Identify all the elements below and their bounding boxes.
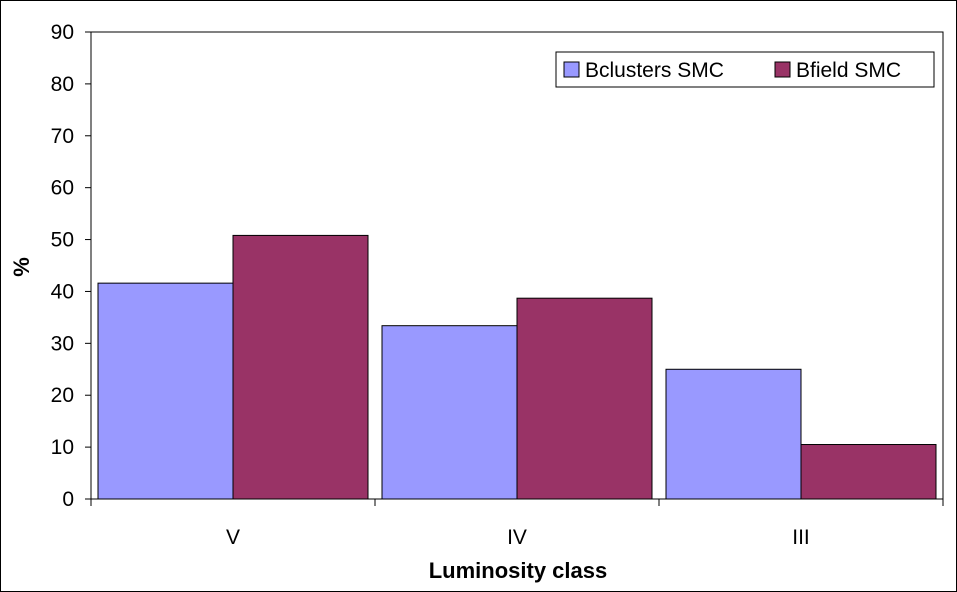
y-tick-label: 0 bbox=[62, 488, 74, 511]
legend-label-bfield: Bfield SMC bbox=[796, 59, 901, 82]
y-axis-title: % bbox=[9, 257, 34, 277]
x-axis: V IV III bbox=[90, 499, 944, 549]
bar-bclusters-iv bbox=[381, 325, 518, 500]
y-tick-label: 90 bbox=[51, 21, 74, 44]
x-axis-title: Luminosity class bbox=[429, 558, 608, 583]
bar-bclusters-iii bbox=[665, 368, 802, 500]
legend-swatch-bfield bbox=[774, 61, 791, 78]
y-axis: 0 10 20 30 40 50 60 70 80 90 bbox=[51, 21, 91, 511]
legend-swatch-bclusters bbox=[563, 61, 580, 78]
bar-bclusters-v bbox=[97, 282, 234, 500]
bars bbox=[97, 234, 937, 500]
y-tick-label: 30 bbox=[51, 332, 74, 355]
legend: Bclusters SMC Bfield SMC bbox=[555, 51, 935, 88]
x-tick-label: V bbox=[226, 526, 240, 549]
y-tick-label: 60 bbox=[51, 177, 74, 200]
y-tick-label: 80 bbox=[51, 73, 74, 96]
x-tick-label: IV bbox=[507, 526, 527, 549]
bar-bfield-v bbox=[232, 234, 369, 500]
y-tick-label: 50 bbox=[51, 229, 74, 252]
y-tick-label: 40 bbox=[51, 280, 74, 303]
bar-bfield-iii bbox=[800, 444, 937, 500]
legend-label-bclusters: Bclusters SMC bbox=[585, 59, 724, 82]
y-tick-label: 70 bbox=[51, 125, 74, 148]
y-tick-label: 10 bbox=[51, 436, 74, 459]
legend-box bbox=[555, 51, 935, 88]
y-tick-label: 20 bbox=[51, 384, 74, 407]
bar-bfield-iv bbox=[516, 297, 653, 500]
x-tick-label: III bbox=[792, 526, 810, 549]
